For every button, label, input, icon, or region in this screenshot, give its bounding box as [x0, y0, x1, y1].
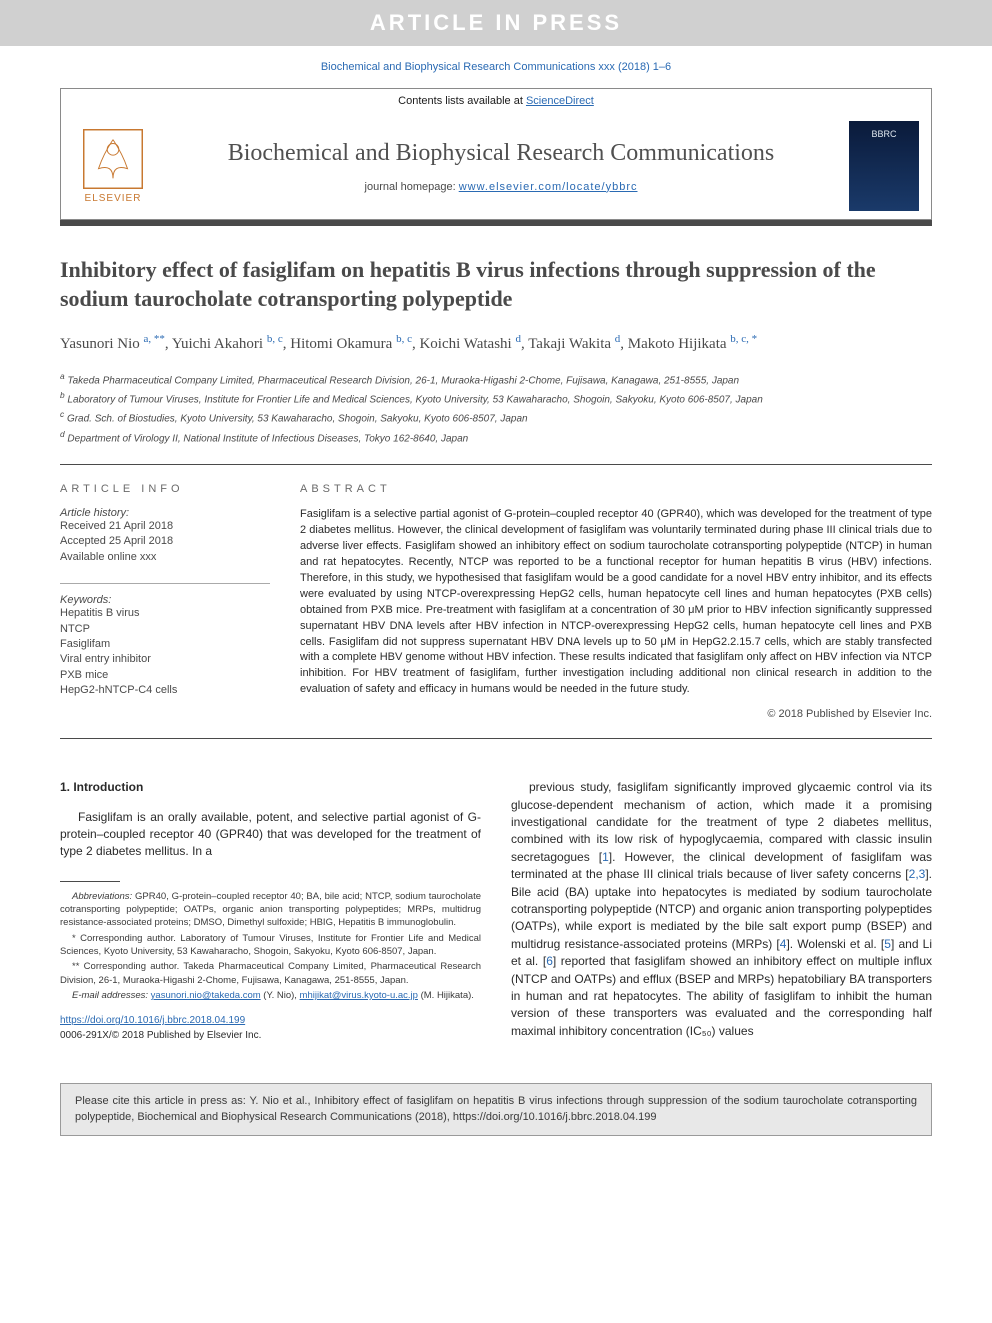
keyword: Fasiglifam — [60, 637, 270, 652]
author-affiliation-marker: d — [515, 333, 521, 345]
abstract-text: Fasiglifam is a selective partial agonis… — [300, 507, 932, 698]
copyright: © 2018 Published by Elsevier Inc. — [300, 708, 932, 720]
email-line: E-mail addresses: yasunori.nio@takeda.co… — [60, 989, 481, 1002]
elsevier-logo: ELSEVIER — [73, 121, 153, 211]
info-rule — [60, 583, 270, 584]
author-affiliation-marker: a, ** — [144, 333, 165, 345]
issn-text: 0006-291X/© 2018 Published by Elsevier I… — [60, 1030, 261, 1041]
author: Hitomi Okamura b, c — [290, 336, 412, 352]
doi-block: https://doi.org/10.1016/j.bbrc.2018.04.1… — [60, 1014, 481, 1043]
journal-cover-thumbnail: BBRC — [849, 121, 919, 211]
journal-reference: Biochemical and Biophysical Research Com… — [0, 46, 992, 88]
abstract-column: ABSTRACT Fasiglifam is a selective parti… — [300, 483, 932, 720]
intro-para-1: Fasiglifam is an orally available, poten… — [60, 809, 481, 861]
homepage-url[interactable]: www.elsevier.com/locate/ybbrc — [459, 181, 638, 193]
keyword: NTCP — [60, 622, 270, 637]
ref-link[interactable]: 1 — [602, 850, 609, 864]
sciencedirect-link[interactable]: ScienceDirect — [526, 95, 594, 107]
intro-para-2: previous study, fasiglifam significantly… — [511, 779, 932, 1040]
elsevier-tree-icon — [83, 129, 143, 189]
affiliations: a Takeda Pharmaceutical Company Limited,… — [60, 370, 932, 446]
body-column-right: previous study, fasiglifam significantly… — [511, 779, 932, 1043]
affiliation: b Laboratory of Tumour Viruses, Institut… — [60, 389, 932, 407]
email-name-2: (M. Hijikata). — [418, 990, 474, 1001]
keyword: HepG2-hNTCP-C4 cells — [60, 683, 270, 698]
article-in-press-banner: ARTICLE IN PRESS — [0, 0, 992, 46]
corr-author-1: * Corresponding author. Laboratory of Tu… — [60, 932, 481, 959]
history-label: Article history: — [60, 507, 270, 519]
journal-header: Contents lists available at ScienceDirec… — [60, 88, 932, 220]
ref-link[interactable]: 4 — [780, 937, 787, 951]
journal-homepage: journal homepage: www.elsevier.com/locat… — [153, 181, 849, 193]
author-affiliation-marker: b, c — [267, 333, 283, 345]
citation-box: Please cite this article in press as: Y.… — [60, 1083, 932, 1136]
abstract-heading: ABSTRACT — [300, 483, 932, 495]
article-title: Inhibitory effect of fasiglifam on hepat… — [60, 256, 932, 313]
author: Yasunori Nio a, ** — [60, 336, 165, 352]
history-online: Available online xxx — [60, 550, 270, 565]
abbrev-label: Abbreviations: — [72, 891, 132, 902]
author-list: Yasunori Nio a, **, Yuichi Akahori b, c,… — [60, 331, 932, 356]
email-link-2[interactable]: mhijikat@virus.kyoto-u.ac.jp — [300, 990, 418, 1001]
affiliation: c Grad. Sch. of Biostudies, Kyoto Univer… — [60, 408, 932, 426]
contents-lists-text: Contents lists available at — [398, 95, 526, 107]
body-column-left: 1. Introduction Fasiglifam is an orally … — [60, 779, 481, 1043]
keyword: Viral entry inhibitor — [60, 652, 270, 667]
author-affiliation-marker: b, c, * — [730, 333, 757, 345]
article-info-heading: ARTICLE INFO — [60, 483, 270, 495]
author-affiliation-marker: b, c — [396, 333, 412, 345]
author: Makoto Hijikata b, c, * — [628, 336, 757, 352]
rule — [60, 738, 932, 739]
keyword: Hepatitis B virus — [60, 606, 270, 621]
corr-author-2: ** Corresponding author. Takeda Pharmace… — [60, 960, 481, 987]
homepage-label: journal homepage: — [365, 181, 459, 193]
intro-heading: 1. Introduction — [60, 779, 481, 796]
footnote-rule — [60, 881, 120, 882]
keywords-label: Keywords: — [60, 594, 270, 606]
affiliation: d Department of Virology II, National In… — [60, 428, 932, 446]
email-name-1: (Y. Nio), — [261, 990, 300, 1001]
footnotes: Abbreviations: GPR40, G-protein–coupled … — [60, 890, 481, 1002]
ref-link[interactable]: 6 — [546, 954, 553, 968]
contents-lists: Contents lists available at ScienceDirec… — [61, 89, 931, 113]
elsevier-text: ELSEVIER — [85, 193, 142, 204]
author: Koichi Watashi d — [419, 336, 521, 352]
article-info-column: ARTICLE INFO Article history: Received 2… — [60, 483, 270, 720]
affiliation: a Takeda Pharmaceutical Company Limited,… — [60, 370, 932, 388]
history-received: Received 21 April 2018 — [60, 519, 270, 534]
email-label: E-mail addresses: — [72, 990, 151, 1001]
author: Yuichi Akahori b, c — [172, 336, 283, 352]
email-link-1[interactable]: yasunori.nio@takeda.com — [151, 990, 261, 1001]
rule — [60, 464, 932, 465]
ref-link[interactable]: 5 — [884, 937, 891, 951]
author: Takaji Wakita d — [528, 336, 620, 352]
history-accepted: Accepted 25 April 2018 — [60, 534, 270, 549]
ref-link[interactable]: 2,3 — [909, 867, 926, 881]
author-affiliation-marker: d — [615, 333, 621, 345]
doi-link[interactable]: https://doi.org/10.1016/j.bbrc.2018.04.1… — [60, 1015, 245, 1026]
journal-title: Biochemical and Biophysical Research Com… — [153, 140, 849, 167]
keyword: PXB mice — [60, 668, 270, 683]
